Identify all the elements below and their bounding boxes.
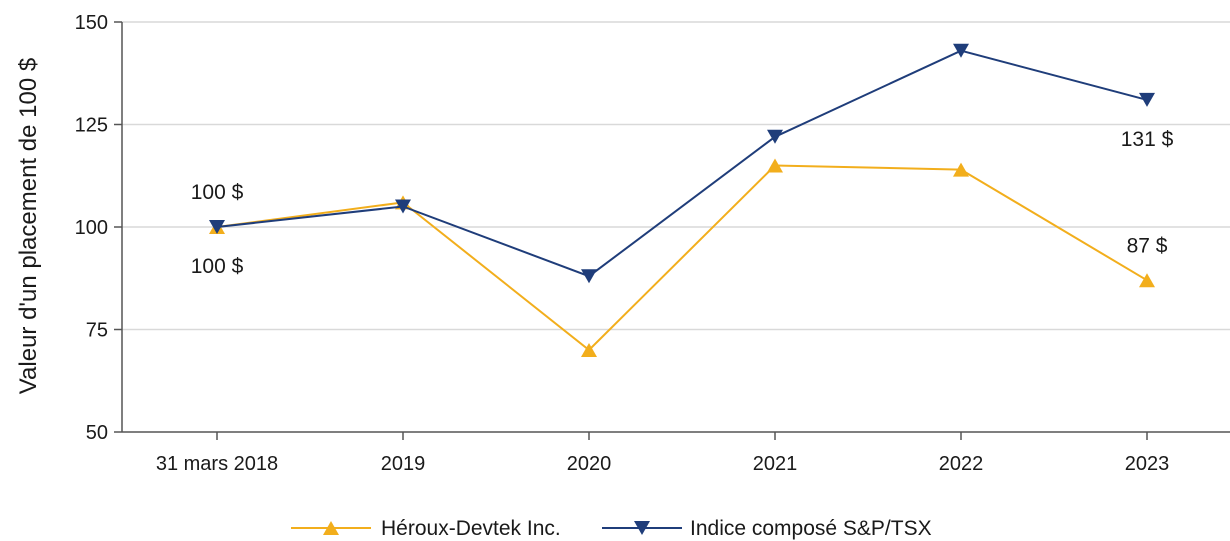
series-line [216, 164, 1148, 352]
legend-item: Héroux-Devtek Inc. [291, 517, 561, 540]
series-group [209, 43, 1155, 357]
data-point-marker [953, 43, 969, 58]
data-label: 100 $ [191, 181, 244, 204]
x-tick-label: 2021 [753, 453, 798, 475]
series-1 [209, 43, 1155, 284]
y-axis-ticks: 50 75 100 125 150 [75, 12, 122, 444]
legend-item: Indice composé S&P/TSX [602, 517, 932, 540]
y-axis-title: Valeur d'un placement de 100 $ [15, 58, 42, 394]
data-point-marker [395, 199, 411, 214]
legend-marker [323, 521, 339, 535]
data-point-marker [953, 162, 969, 177]
data-point-marker [581, 343, 597, 357]
series-line [216, 49, 1148, 278]
data-point-marker [767, 158, 783, 173]
data-point-marker [581, 269, 597, 284]
legend-label: Héroux-Devtek Inc. [381, 517, 561, 540]
y-tick-label: 75 [86, 320, 108, 342]
y-tick-label: 50 [86, 422, 108, 444]
legend-label: Indice composé S&P/TSX [690, 517, 932, 540]
legend: Héroux-Devtek Inc. Indice composé S&P/TSX [291, 517, 932, 540]
series-0 [209, 158, 1155, 357]
data-point-marker [209, 220, 225, 234]
data-label: 131 $ [1121, 128, 1174, 151]
data-point-marker [767, 129, 783, 144]
x-tick-label: 2020 [567, 453, 612, 475]
x-tick-label: 31 mars 2018 [156, 453, 278, 475]
y-tick-label: 150 [75, 12, 108, 34]
x-tick-label: 2022 [939, 453, 984, 475]
x-tick-label: 2023 [1125, 453, 1170, 475]
data-label: 87 $ [1127, 234, 1168, 257]
gridlines [122, 21, 1230, 331]
data-label: 100 $ [191, 255, 244, 278]
data-labels: 100 $ 100 $ 131 $ 87 $ [191, 128, 1174, 278]
x-axis-ticks: 31 mars 2018 2019 2020 2021 2022 2023 [156, 432, 1169, 475]
x-tick-label: 2019 [381, 453, 426, 475]
y-tick-label: 100 [75, 217, 108, 239]
data-point-marker [1139, 92, 1155, 107]
y-tick-label: 125 [75, 115, 108, 137]
data-point-marker [1139, 273, 1155, 288]
legend-marker [634, 521, 650, 535]
